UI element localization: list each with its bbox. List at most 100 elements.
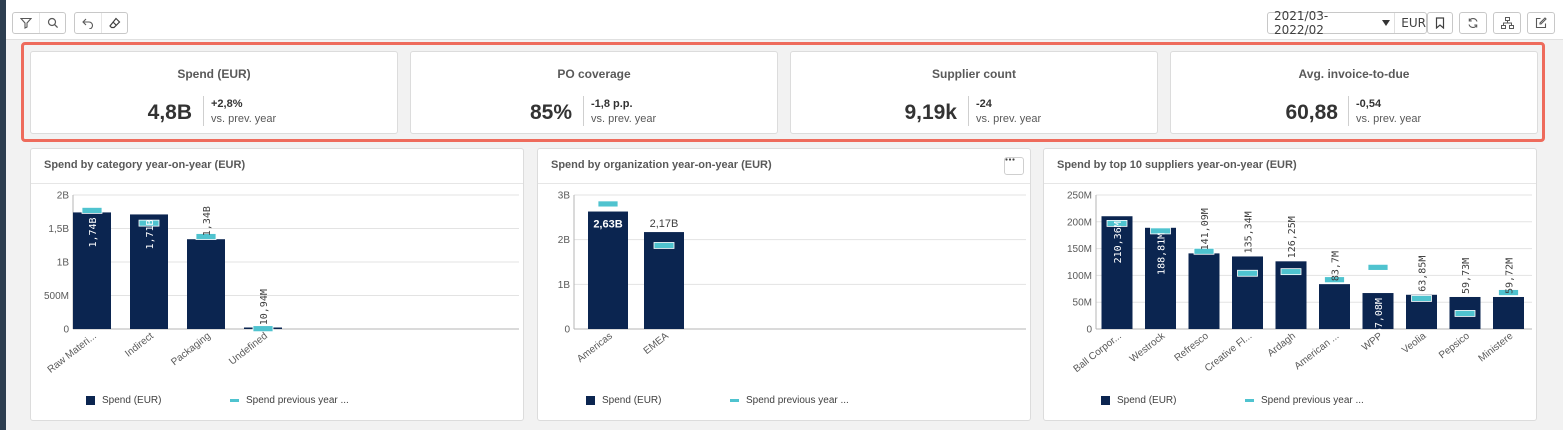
marker-previous-year	[195, 233, 217, 240]
kpi-title: Spend (EUR)	[177, 67, 251, 81]
chart-category-svg: 0 500M 1B 1,5B 2B 1,74B Raw Materi... 1,71B Indi…	[44, 191, 519, 376]
kpi-delta: -0,54	[1356, 98, 1382, 110]
x-tick-label: Westrock	[1128, 330, 1168, 365]
hierarchy-button[interactable]	[1493, 12, 1521, 34]
bar-current	[1493, 296, 1524, 329]
kpi-card-spend[interactable]: Spend (EUR) 4,8B +2,8% vs. prev. year	[30, 51, 398, 134]
y-tick-label: 2B	[558, 235, 571, 246]
chart-panel-organization[interactable]: Spend by organization year-on-year (EUR)…	[537, 148, 1031, 421]
filter-icon[interactable]	[13, 13, 39, 33]
data-label: 210,36M	[1113, 221, 1124, 263]
kpi-card-supplier-count[interactable]: Supplier count 9,19k -24 vs. prev. year	[790, 51, 1158, 134]
kpi-divider	[203, 96, 204, 126]
kpi-card-invoice-to-due[interactable]: Avg. invoice-to-due 60,88 -0,54 vs. prev…	[1170, 51, 1538, 134]
undo-icon[interactable]	[75, 13, 101, 33]
marker-previous-year	[1498, 289, 1519, 296]
x-tick-label: Americas	[575, 331, 615, 365]
x-tick-label: American ...	[1293, 331, 1342, 373]
y-tick-label: 1B	[57, 258, 70, 269]
kpi-value: 85%	[529, 101, 572, 124]
marker-previous-year	[1106, 220, 1128, 227]
x-tick-label: Ardagh	[1266, 331, 1298, 360]
legend-swatch-current	[586, 396, 595, 405]
edit-icon	[1535, 14, 1547, 33]
bar-current	[1232, 256, 1263, 329]
data-label: 59,72M	[1505, 258, 1516, 294]
y-tick-label: 1B	[558, 280, 571, 291]
x-tick-label: Refresco	[1173, 330, 1212, 364]
period-selector[interactable]: 2021/03-2022/02 EUR	[1267, 9, 1427, 37]
kpi-title: PO coverage	[557, 67, 631, 81]
legend-item-current[interactable]: Spend (EUR)	[586, 395, 661, 406]
y-tick-label: 500M	[44, 291, 69, 302]
more-options-button[interactable]	[1004, 157, 1024, 175]
kpi-comparison: vs. prev. year	[591, 113, 657, 125]
edit-button[interactable]	[1527, 12, 1555, 34]
bar-current	[1101, 216, 1133, 329]
bar-current	[588, 211, 628, 329]
panel-divider	[31, 183, 523, 184]
data-label: 67,08M	[1374, 298, 1385, 334]
legend-item-current[interactable]: Spend (EUR)	[86, 395, 161, 406]
marker-previous-year	[1280, 268, 1302, 276]
bar-current	[1145, 227, 1176, 329]
kpi-divider	[1348, 96, 1349, 126]
bookmark-button[interactable]	[1427, 12, 1453, 34]
marker-previous-year	[138, 219, 160, 227]
marker-previous-year	[252, 325, 274, 333]
y-tick-label: 2B	[57, 191, 70, 202]
kpi-comparison: vs. prev. year	[976, 113, 1042, 125]
y-tick-label: 3B	[558, 191, 571, 202]
y-tick-label: 0	[1086, 325, 1092, 336]
legend-item-previous[interactable]: Spend previous year ...	[730, 395, 849, 406]
legend-item-previous[interactable]: Spend previous year ...	[230, 395, 349, 406]
kpi-divider	[583, 96, 584, 126]
reload-button[interactable]	[1459, 12, 1487, 34]
bar-current	[187, 239, 225, 329]
chart-panel-category[interactable]: Spend by category year-on-year (EUR) 0 50…	[30, 148, 524, 421]
bookmark-icon	[1435, 14, 1445, 33]
kpi-comparison: vs. prev. year	[211, 113, 277, 125]
chart-panel-suppliers[interactable]: Spend by top 10 suppliers year-on-year (…	[1043, 148, 1537, 421]
marker-previous-year	[1367, 263, 1389, 271]
kpi-value: 60,88	[1285, 101, 1338, 124]
y-tick-label: 100M	[1067, 271, 1092, 282]
legend-item-current[interactable]: Spend (EUR)	[1101, 395, 1176, 406]
kpi-value: 4,8B	[147, 101, 192, 124]
search-icon[interactable]	[39, 13, 65, 33]
legend-swatch-previous	[230, 399, 239, 402]
legend-label: Spend previous year ...	[746, 395, 849, 406]
legend-label: Spend (EUR)	[1117, 395, 1177, 406]
x-tick-label: Creative Fl...	[1203, 331, 1254, 375]
x-tick-label: Raw Materi...	[46, 331, 99, 376]
y-tick-label: 200M	[1067, 217, 1092, 228]
currency-selector[interactable]: EUR	[1394, 13, 1426, 33]
kpi-divider	[968, 96, 969, 126]
kpi-delta: +2,8%	[211, 98, 243, 110]
data-label: 2,17B	[650, 218, 679, 230]
eraser-icon[interactable]	[101, 13, 127, 33]
hierarchy-icon	[1500, 14, 1514, 33]
kpi-delta: -24	[976, 98, 992, 110]
data-label: 59,73M	[1461, 258, 1472, 294]
data-label: 188,81M	[1157, 233, 1168, 275]
chart-suppliers-svg: 0 50M 100M 150M 200M 250M 210,36M Ball Corpor..…	[1067, 191, 1532, 375]
x-tick-label: Indirect	[123, 331, 156, 360]
kpi-card-po-coverage[interactable]: PO coverage 85% -1,8 p.p. vs. prev. year	[410, 51, 778, 134]
legend-item-previous[interactable]: Spend previous year ...	[1245, 395, 1364, 406]
chart-title: Spend by top 10 suppliers year-on-year (…	[1057, 159, 1297, 171]
legend-label: Spend previous year ...	[246, 395, 349, 406]
legend-swatch-previous	[1245, 399, 1254, 402]
bar-current	[1362, 293, 1394, 329]
panel-divider	[538, 183, 1030, 184]
marker-previous-year	[1454, 310, 1476, 317]
data-label: 1,34B	[202, 206, 213, 236]
x-tick-label: Veolia	[1400, 330, 1429, 356]
chart-title: Spend by organization year-on-year (EUR)	[551, 159, 772, 171]
selection-tools-group	[12, 12, 66, 34]
chart-title: Spend by category year-on-year (EUR)	[44, 159, 246, 171]
legend-label: Spend previous year ...	[1261, 395, 1364, 406]
x-tick-label: Undefined	[227, 331, 270, 368]
kpi-comparison: vs. prev. year	[1356, 113, 1422, 125]
marker-previous-year	[597, 200, 619, 208]
